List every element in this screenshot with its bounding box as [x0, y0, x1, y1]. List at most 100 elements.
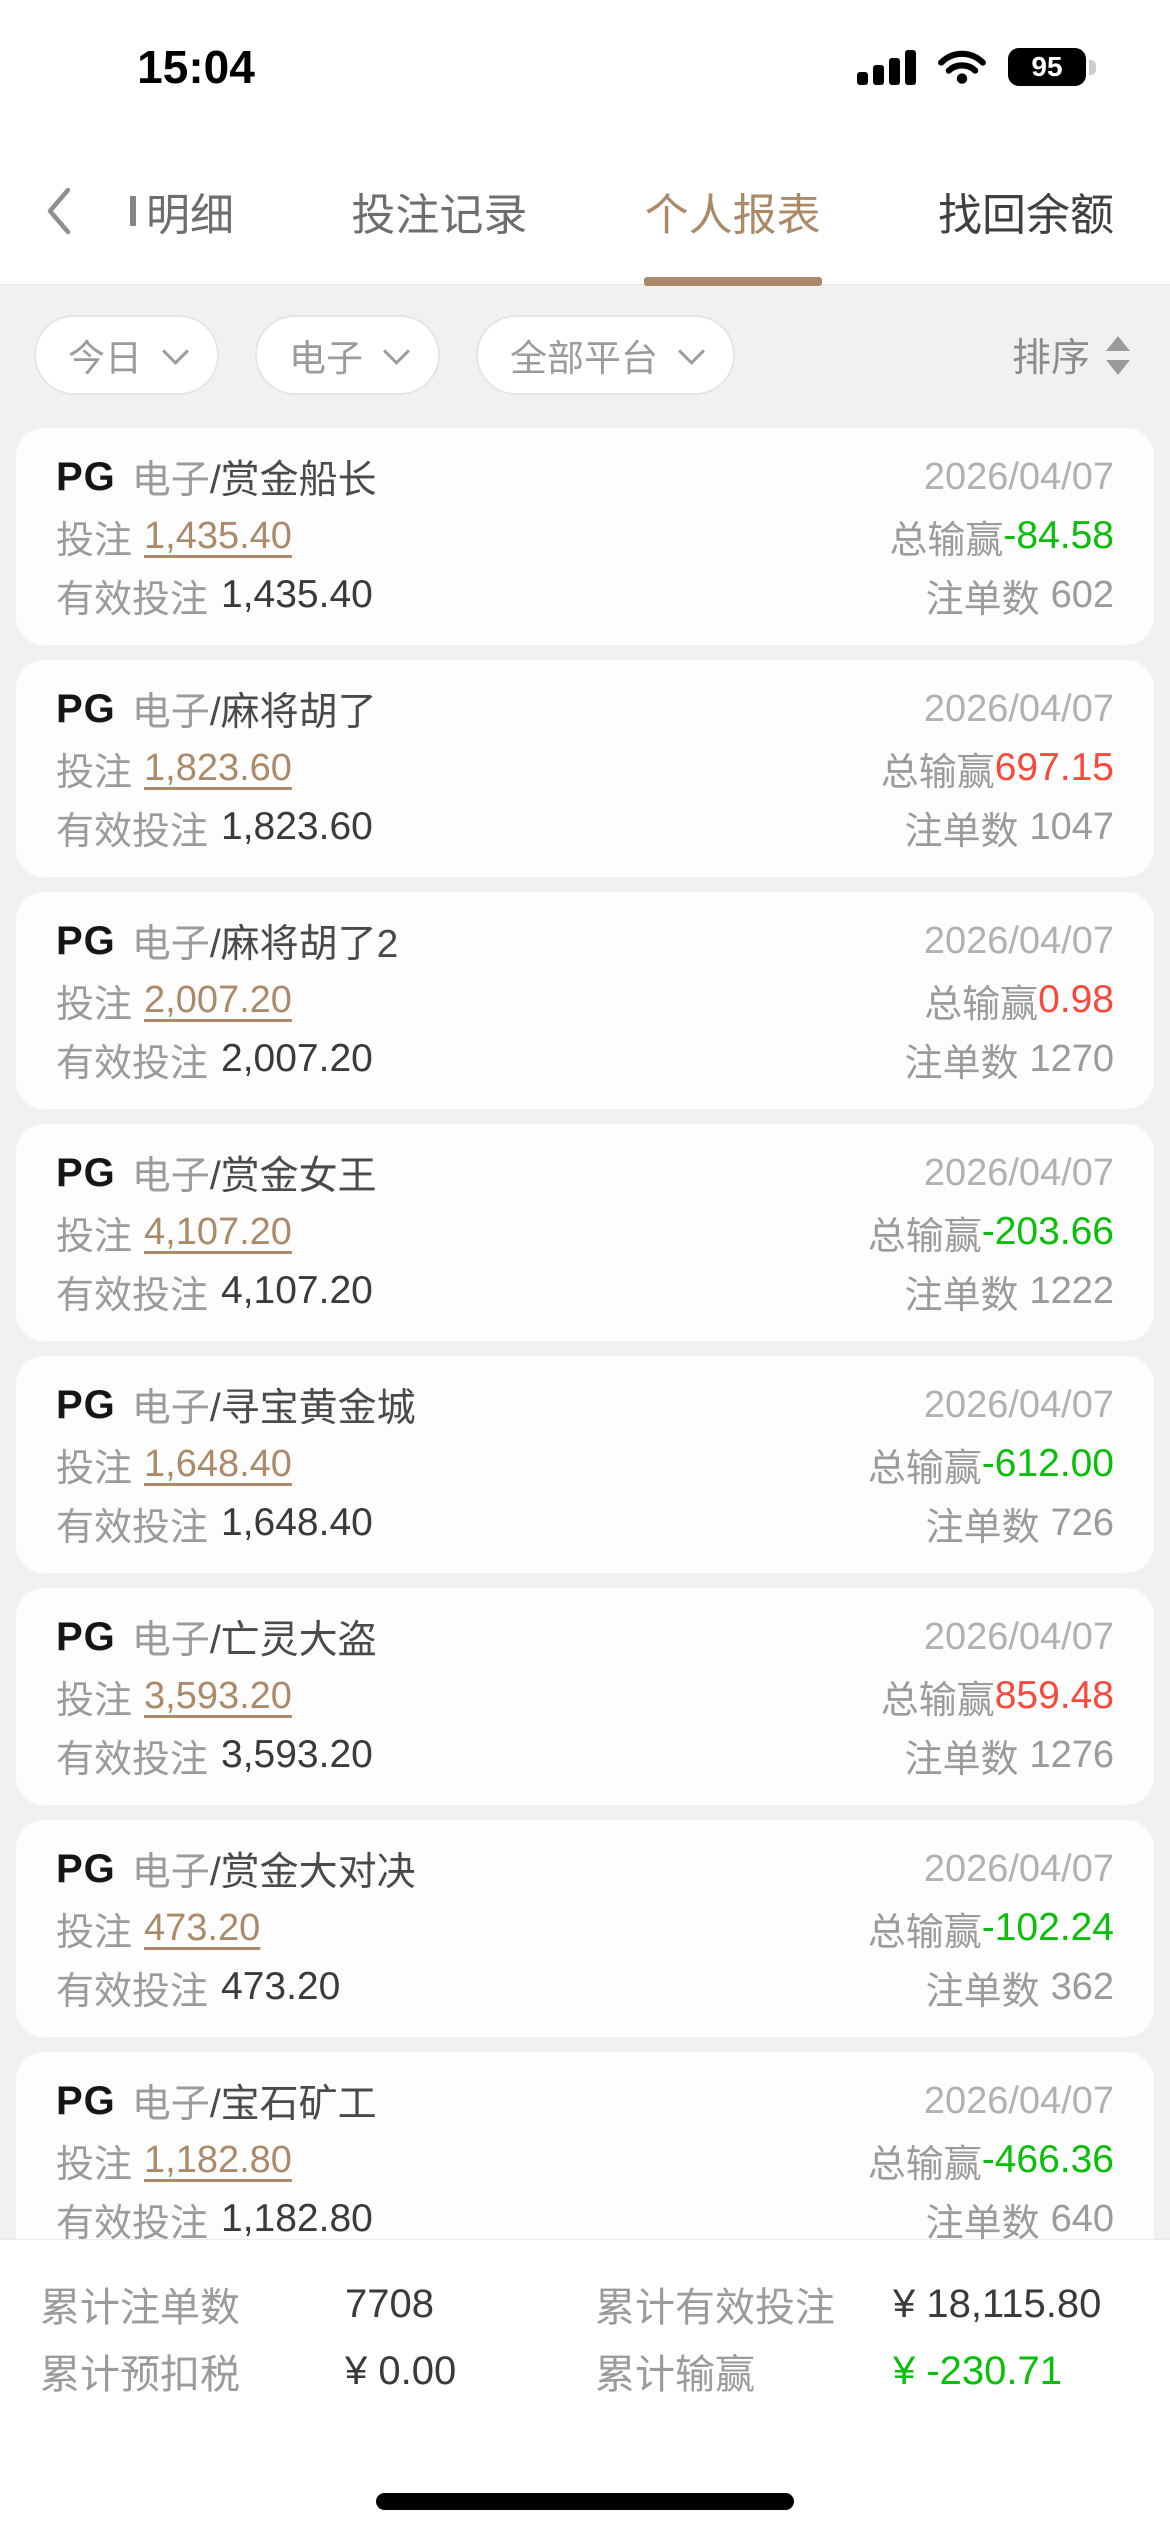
valid-bet-amount: 1,648.40	[221, 1501, 373, 1544]
report-card[interactable]: PG 电子 /赏金大对决 2026/04/07 投注 473.20 总输赢 -1…	[16, 1820, 1154, 2037]
valid-bet-amount: 473.20	[221, 1965, 341, 2008]
pg-provider-logo: PG	[56, 686, 116, 731]
sort-button[interactable]: 排序	[1012, 327, 1130, 383]
card-date: 2026/04/07	[923, 455, 1114, 498]
total-win-loss: -612.00	[981, 1442, 1114, 1485]
order-count: 726	[1050, 1501, 1114, 1544]
back-button[interactable]	[44, 181, 90, 241]
total-orders-value: 7708	[345, 2281, 434, 2326]
valid-bet-amount: 1,823.60	[221, 805, 373, 848]
back-chevron-icon	[47, 187, 71, 234]
report-card[interactable]: PG 电子 /麻将胡了 2026/04/07 投注 1,823.60 总输赢 6…	[16, 660, 1154, 877]
game-name: /赏金大对决	[209, 1851, 416, 1894]
sort-arrows-icon	[1106, 335, 1130, 375]
report-card[interactable]: PG 电子 /赏金船长 2026/04/07 投注 1,435.40 总输赢 -…	[16, 428, 1154, 645]
game-category: 电子	[131, 1387, 210, 1430]
bet-amount-link[interactable]: 4,107.20	[144, 1210, 292, 1253]
order-count: 1047	[1029, 805, 1114, 848]
card-date: 2026/04/07	[923, 919, 1114, 962]
active-tab-underline	[643, 276, 822, 286]
tab-retrieve-balance[interactable]: 找回余额	[937, 190, 1114, 240]
filter-type-dropdown[interactable]: 电子	[255, 315, 440, 395]
total-valid-bet-value: ¥ 18,115.80	[893, 2281, 1102, 2326]
wifi-icon	[938, 49, 986, 85]
order-count: 1222	[1029, 1269, 1114, 1312]
pg-provider-logo: PG	[56, 1846, 116, 1891]
pg-provider-logo: PG	[56, 1382, 116, 1427]
order-count: 640	[1050, 2197, 1114, 2240]
card-date: 2026/04/07	[923, 2079, 1114, 2122]
total-win-loss: 0.98	[1038, 978, 1114, 1021]
report-card[interactable]: PG 电子 /亡灵大盗 2026/04/07 投注 3,593.20 总输赢 8…	[16, 1588, 1154, 1805]
pg-provider-logo: PG	[56, 1150, 116, 1195]
bet-amount-link[interactable]: 1,648.40	[144, 1442, 292, 1485]
report-card-list: PG 电子 /赏金船长 2026/04/07 投注 1,435.40 总输赢 -…	[16, 428, 1154, 2284]
status-icons: 95	[857, 48, 1096, 86]
tab-mingxi[interactable]: 明细	[130, 179, 234, 243]
report-card[interactable]: PG 电子 /麻将胡了2 2026/04/07 投注 2,007.20 总输赢 …	[16, 892, 1154, 1109]
tab-partial-glyph	[130, 195, 136, 226]
game-category: 电子	[131, 1851, 210, 1894]
valid-bet-amount: 2,007.20	[221, 1037, 373, 1080]
report-card[interactable]: PG 电子 /赏金女王 2026/04/07 投注 4,107.20 总输赢 -…	[16, 1124, 1154, 1341]
game-category: 电子	[131, 691, 210, 734]
tab-personal-report[interactable]: 个人报表	[643, 179, 822, 286]
card-date: 2026/04/07	[923, 687, 1114, 730]
bet-amount-link[interactable]: 1,435.40	[144, 514, 292, 557]
total-win-loss: 697.15	[994, 746, 1114, 789]
total-valid-bet-label: 累计有效投注	[595, 2286, 835, 2330]
valid-bet-amount: 1,435.40	[221, 573, 373, 616]
filter-row: 今日 电子 全部平台 排序	[34, 315, 1130, 395]
game-name: /麻将胡了	[209, 691, 377, 734]
tab-bar: 明细 投注记录 个人报表 找回余额	[0, 100, 1170, 286]
bet-amount-link[interactable]: 473.20	[144, 1906, 261, 1949]
bet-amount-link[interactable]: 1,182.80	[144, 2138, 292, 2181]
bet-amount-link[interactable]: 1,823.60	[144, 746, 292, 789]
status-time: 15:04	[137, 41, 255, 93]
game-name: /寻宝黄金城	[209, 1387, 416, 1430]
order-count: 1270	[1029, 1037, 1114, 1080]
card-date: 2026/04/07	[923, 1615, 1114, 1658]
total-win-loss: -84.58	[1003, 514, 1114, 557]
valid-bet-amount: 3,593.20	[221, 1733, 373, 1776]
report-card[interactable]: PG 电子 /宝石矿工 2026/04/07 投注 1,182.80 总输赢 -…	[16, 2052, 1154, 2269]
game-category: 电子	[131, 1619, 210, 1662]
summary-row: 累计注单数 7708 累计有效投注 ¥ 18,115.80	[40, 2278, 1130, 2331]
order-count: 602	[1050, 573, 1114, 616]
cellular-signal-icon	[857, 49, 916, 85]
battery-icon: 95	[1008, 48, 1096, 86]
report-card[interactable]: PG 电子 /寻宝黄金城 2026/04/07 投注 1,648.40 总输赢 …	[16, 1356, 1154, 1573]
game-name: /宝石矿工	[209, 2083, 377, 2126]
game-name: /麻将胡了2	[209, 923, 399, 966]
withholding-tax-label: 累计预扣税	[40, 2353, 240, 2397]
filter-date-dropdown[interactable]: 今日	[34, 315, 219, 395]
bet-amount-link[interactable]: 2,007.20	[144, 978, 292, 1021]
total-win-loss-value: ¥ -230.71	[893, 2348, 1063, 2393]
chevron-down-icon	[162, 337, 189, 365]
total-win-loss: 859.48	[994, 1674, 1114, 1717]
game-category: 电子	[131, 459, 210, 502]
card-date: 2026/04/07	[923, 1151, 1114, 1194]
total-win-loss: -102.24	[981, 1906, 1114, 1949]
status-bar: 15:04 95	[0, 0, 1170, 100]
game-name: /赏金船长	[209, 459, 377, 502]
tab-betting-records[interactable]: 投注记录	[351, 190, 528, 240]
card-date: 2026/04/07	[923, 1847, 1114, 1890]
game-name: /亡灵大盗	[209, 1619, 377, 1662]
order-count: 1276	[1029, 1733, 1114, 1776]
valid-bet-amount: 4,107.20	[221, 1269, 373, 1312]
pg-provider-logo: PG	[56, 2078, 116, 2123]
game-name: /赏金女王	[209, 1155, 377, 1198]
bet-amount-link[interactable]: 3,593.20	[144, 1674, 292, 1717]
pg-provider-logo: PG	[56, 918, 116, 963]
game-category: 电子	[131, 923, 210, 966]
home-indicator[interactable]	[376, 2493, 794, 2510]
withholding-tax-value: ¥ 0.00	[345, 2348, 457, 2393]
summary-bar: 累计注单数 7708 累计有效投注 ¥ 18,115.80 累计预扣税 ¥ 0.…	[0, 2240, 1170, 2532]
total-win-loss-label: 累计输赢	[595, 2353, 755, 2397]
order-count: 362	[1050, 1965, 1114, 2008]
total-orders-label: 累计注单数	[40, 2286, 240, 2330]
total-win-loss: -203.66	[981, 1210, 1114, 1253]
filter-platform-dropdown[interactable]: 全部平台	[476, 315, 735, 395]
chevron-down-icon	[383, 337, 410, 365]
